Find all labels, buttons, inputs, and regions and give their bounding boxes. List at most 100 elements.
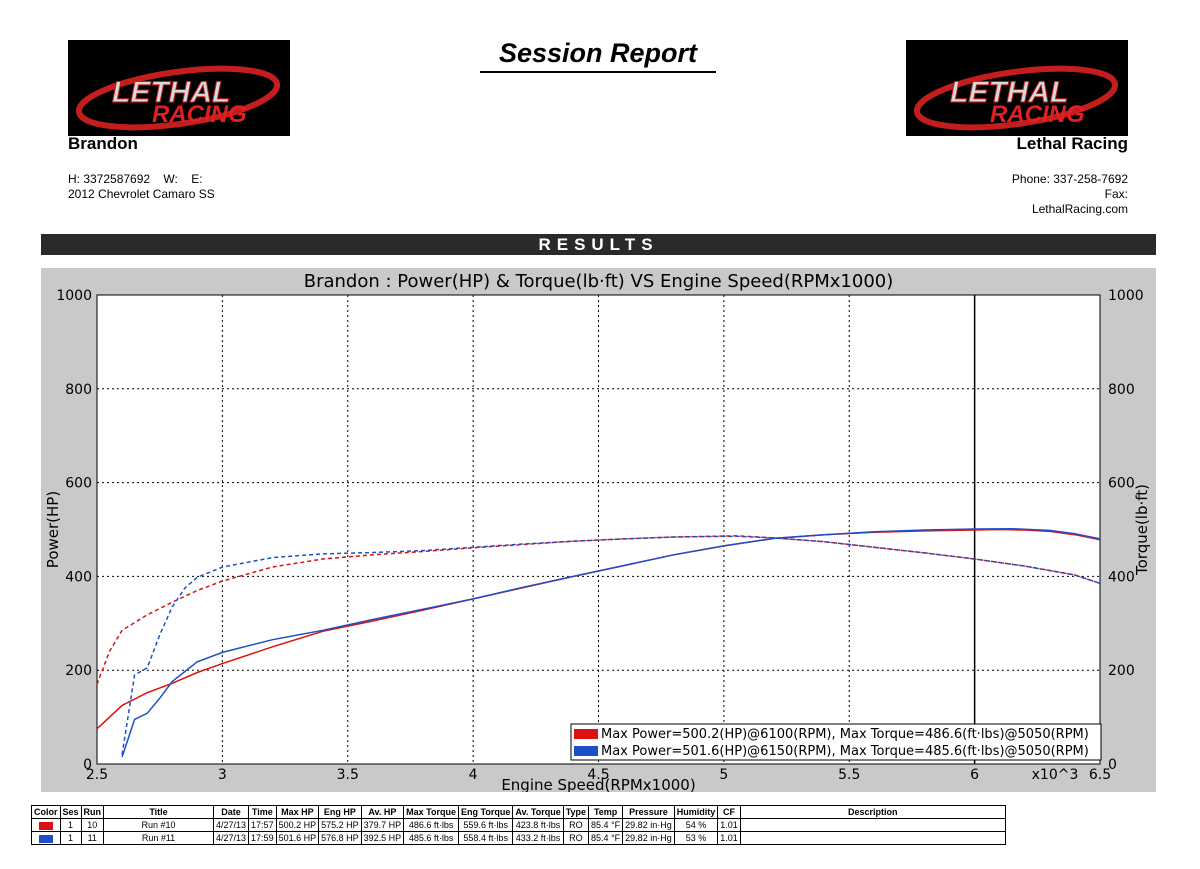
table-cell: RO — [562, 818, 590, 832]
table-cell — [739, 831, 1006, 845]
table-cell: 17:57 — [248, 818, 277, 832]
table-cell: 4/27/13 — [213, 831, 250, 845]
shop-name: Lethal Racing — [1016, 134, 1128, 153]
lethal-racing-logo-left: LETHAL RACING — [68, 40, 290, 136]
table-cell: 501.6 HP — [275, 831, 320, 845]
y-tick-label-right: 200 — [1108, 663, 1135, 679]
y-tick-label-left: 600 — [65, 476, 92, 492]
y-tick-label-left: 400 — [65, 569, 92, 585]
table-header-cell: Type — [562, 805, 590, 819]
table-header-cell: Max Torque — [403, 805, 460, 819]
shop-fax: Fax: — [1104, 187, 1128, 201]
table-cell: Run #11 — [103, 831, 215, 845]
y-axis-label-right: Torque(lb·ft) — [1133, 484, 1151, 576]
table-header-cell: Description — [739, 805, 1006, 819]
x-tick-label: 5.5 — [838, 767, 860, 783]
x-tick-label: 3 — [218, 767, 227, 783]
y-tick-label-left: 800 — [65, 382, 92, 398]
shop-phone: Phone: 337-258-7692 — [1011, 172, 1128, 186]
table-header-row: Color Ses Run Title Date Time Max HP Eng HP Av. … — [31, 805, 1006, 819]
table-cell: 53 % — [673, 831, 719, 845]
report-title: Session Report — [480, 38, 716, 73]
work-phone: W: — [163, 172, 178, 186]
table-cell — [739, 818, 1006, 832]
table-cell: 1 — [59, 831, 82, 845]
customer-name: Brandon — [68, 134, 138, 153]
lethal-racing-logo-right: LETHAL RACING — [906, 40, 1128, 136]
x-tick-label: 6 — [970, 767, 979, 783]
customer-info: H: 3372587692 W: E: 2012 Chevrolet Camar… — [68, 172, 215, 202]
color-swatch — [38, 834, 53, 843]
table-cell: 11 — [80, 831, 105, 845]
table-header-cell: Humidity — [673, 805, 719, 819]
table-header-cell: Av. HP — [360, 805, 405, 819]
table-header-cell: Date — [213, 805, 250, 819]
home-phone: H: 3372587692 — [68, 172, 151, 186]
logo-line-1: LETHAL — [950, 76, 1068, 109]
x-tick-label: 3.5 — [337, 767, 359, 783]
x-axis-label: Engine Speed(RPMx1000) — [501, 776, 695, 792]
dyno-chart: Brandon : Power(HP) & Torque(lb·ft) VS E… — [44, 271, 1151, 792]
legend-entry: Max Power=501.6(HP)@6150(RPM), Max Torqu… — [601, 744, 1089, 759]
x-multiplier-label: x10^3 — [1032, 767, 1079, 783]
shop-website: LethalRacing.com — [1031, 202, 1128, 216]
x-tick-label: 2.5 — [86, 767, 108, 783]
legend-entry: Max Power=500.2(HP)@6100(RPM), Max Torqu… — [601, 727, 1089, 742]
table-cell: 54 % — [673, 818, 719, 832]
table-row: 1 11 Run #11 4/27/13 17:59 501.6 HP 576.8 HP 39… — [31, 831, 1006, 845]
logo-line-2: RACING — [152, 101, 247, 128]
y-axis-label-left: Power(HP) — [44, 491, 62, 568]
series-run11-torque — [121, 535, 1101, 755]
table-header-cell: Eng Torque — [458, 805, 514, 819]
table-cell: 29.82 in·Hg — [622, 831, 675, 845]
color-cell — [31, 831, 61, 845]
table-cell: 558.4 ft·lbs — [458, 831, 514, 845]
table-cell: 10 — [80, 818, 105, 832]
x-tick-label: 4.5 — [587, 767, 609, 783]
table-cell: 433.2 ft·lbs — [512, 831, 564, 845]
table-header-cell: Title — [103, 805, 215, 819]
results-table: Color Ses Run Title Date Time Max HP Eng HP Av. … — [31, 805, 1006, 845]
logo-line-1: LETHAL — [112, 76, 230, 109]
y-tick-label-left: 0 — [83, 757, 92, 773]
table-cell: 575.2 HP — [318, 818, 362, 832]
series-run11-power — [121, 527, 1101, 758]
y-tick-label-right: 600 — [1108, 476, 1135, 492]
x-tick-label: 5 — [719, 767, 728, 783]
logo-line-2: RACING — [990, 101, 1085, 128]
table-cell: 379.7 HP — [360, 818, 405, 832]
y-tick-label-left: 1000 — [56, 288, 92, 304]
table-cell: RO — [562, 831, 590, 845]
table-header-cell: CF — [717, 805, 741, 819]
table-cell: 485.6 ft·lbs — [403, 831, 460, 845]
color-cell — [31, 818, 61, 832]
table-cell: 85.4 °F — [588, 818, 624, 832]
table-cell: 1.01 — [717, 818, 741, 832]
table-header-cell: Eng HP — [318, 805, 362, 819]
chart-title: Brandon : Power(HP) & Torque(lb·ft) VS E… — [304, 271, 894, 292]
x-tick-label: 6.5 — [1089, 767, 1111, 783]
table-cell: 29.82 in·Hg — [622, 818, 675, 832]
table-cell: Run #10 — [103, 818, 215, 832]
dyno-chart-panel: Brandon : Power(HP) & Torque(lb·ft) VS E… — [41, 268, 1156, 792]
legend-box — [570, 723, 1102, 761]
y-tick-label-right: 400 — [1108, 569, 1135, 585]
color-swatch — [38, 821, 53, 830]
table-cell: 576.8 HP — [318, 831, 362, 845]
x-tick-label: 4 — [469, 767, 478, 783]
table-cell: 85.4 °F — [588, 831, 624, 845]
table-cell: 423.8 ft·lbs — [512, 818, 564, 832]
results-header: RESULTS — [41, 234, 1156, 255]
shop-info: Phone: 337-258-7692 Fax: LethalRacing.co… — [1012, 172, 1128, 217]
table-header-cell: Pressure — [622, 805, 675, 819]
email: E: — [191, 172, 203, 186]
table-header-cell: Ses — [59, 805, 82, 819]
y-tick-label-left: 200 — [65, 663, 92, 679]
table-row: 1 10 Run #10 4/27/13 17:57 500.2 HP 575.2 HP 37… — [31, 818, 1006, 832]
legend-swatch — [574, 729, 598, 739]
legend-swatch — [574, 746, 598, 756]
table-cell: 4/27/13 — [213, 818, 250, 832]
vehicle: 2012 Chevrolet Camaro SS — [68, 187, 215, 201]
table-header-cell: Time — [248, 805, 277, 819]
table-cell: 559.6 ft·lbs — [458, 818, 514, 832]
